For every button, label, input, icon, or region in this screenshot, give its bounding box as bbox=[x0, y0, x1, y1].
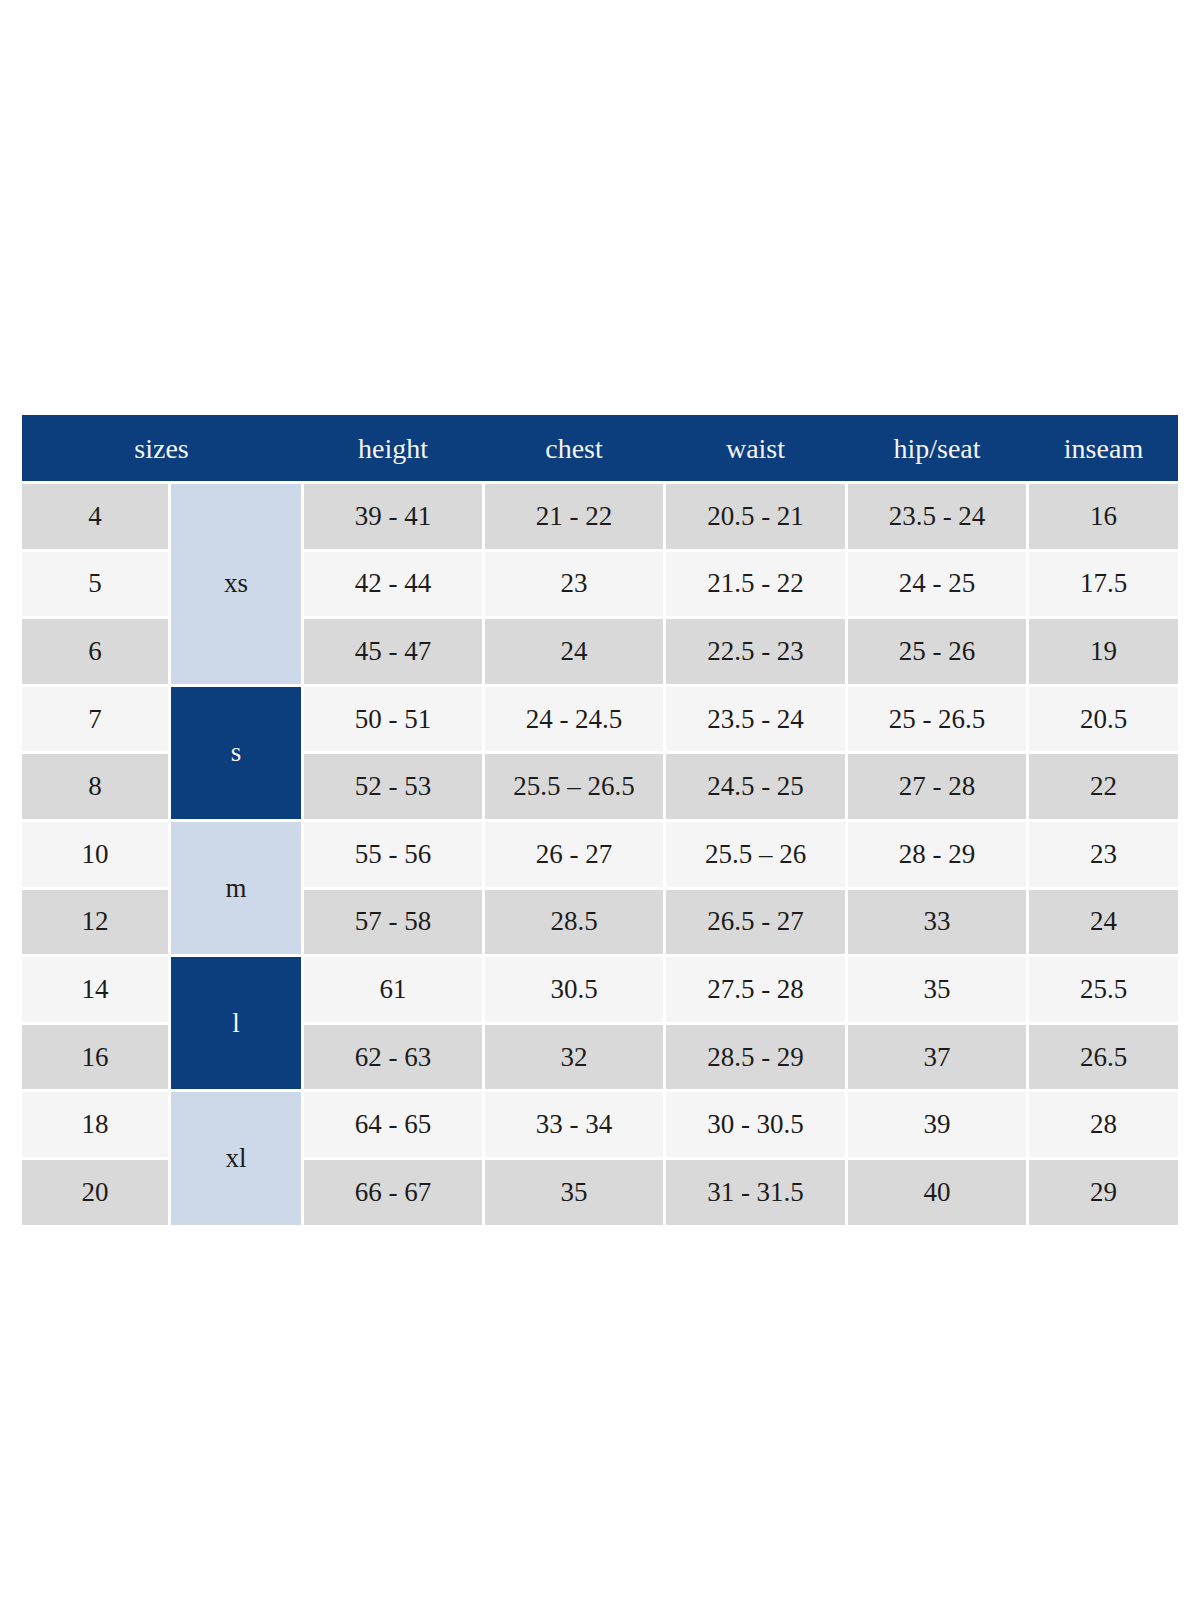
chest-cell: 25.5 – 26.5 bbox=[485, 754, 663, 819]
table-header-row: sizes height chest waist hip/seat inseam bbox=[22, 415, 1178, 481]
waist-cell: 20.5 - 21 bbox=[666, 484, 845, 549]
header-chest: chest bbox=[485, 415, 663, 481]
hip-seat-cell: 25 - 26.5 bbox=[848, 687, 1026, 752]
height-cell: 55 - 56 bbox=[304, 822, 482, 887]
size-cell: 4 bbox=[22, 484, 168, 549]
inseam-cell: 19 bbox=[1029, 619, 1178, 684]
waist-cell: 23.5 - 24 bbox=[666, 687, 845, 752]
chest-cell: 24 bbox=[485, 619, 663, 684]
chest-cell: 28.5 bbox=[485, 890, 663, 955]
hip-seat-cell: 23.5 - 24 bbox=[848, 484, 1026, 549]
inseam-cell: 20.5 bbox=[1029, 687, 1178, 752]
page: { "header": { "sizes": "sizes", "height"… bbox=[0, 0, 1200, 1600]
header-hip-seat: hip/seat bbox=[848, 415, 1026, 481]
inseam-cell: 24 bbox=[1029, 890, 1178, 955]
hip-seat-cell: 40 bbox=[848, 1160, 1026, 1225]
height-cell: 57 - 58 bbox=[304, 890, 482, 955]
chest-cell: 24 - 24.5 bbox=[485, 687, 663, 752]
hip-seat-cell: 39 bbox=[848, 1092, 1026, 1157]
header-sizes: sizes bbox=[22, 415, 301, 481]
hip-seat-cell: 35 bbox=[848, 957, 1026, 1022]
inseam-cell: 23 bbox=[1029, 822, 1178, 887]
chest-cell: 33 - 34 bbox=[485, 1092, 663, 1157]
inseam-cell: 28 bbox=[1029, 1092, 1178, 1157]
size-group-cell-s: s bbox=[171, 687, 301, 819]
size-cell: 12 bbox=[22, 890, 168, 955]
size-cell: 8 bbox=[22, 754, 168, 819]
size-group-cell-xs: xs bbox=[171, 484, 301, 684]
header-inseam: inseam bbox=[1029, 415, 1178, 481]
size-cell: 14 bbox=[22, 957, 168, 1022]
size-cell: 10 bbox=[22, 822, 168, 887]
chest-cell: 23 bbox=[485, 552, 663, 617]
hip-seat-cell: 28 - 29 bbox=[848, 822, 1026, 887]
waist-cell: 27.5 - 28 bbox=[666, 957, 845, 1022]
inseam-cell: 22 bbox=[1029, 754, 1178, 819]
waist-cell: 22.5 - 23 bbox=[666, 619, 845, 684]
inseam-cell: 16 bbox=[1029, 484, 1178, 549]
hip-seat-cell: 37 bbox=[848, 1025, 1026, 1090]
chest-cell: 30.5 bbox=[485, 957, 663, 1022]
hip-seat-cell: 24 - 25 bbox=[848, 552, 1026, 617]
chest-cell: 26 - 27 bbox=[485, 822, 663, 887]
size-chart-table: sizes height chest waist hip/seat inseam… bbox=[22, 415, 1178, 1225]
waist-cell: 28.5 - 29 bbox=[666, 1025, 845, 1090]
height-cell: 45 - 47 bbox=[304, 619, 482, 684]
size-cell: 5 bbox=[22, 552, 168, 617]
size-cell: 16 bbox=[22, 1025, 168, 1090]
hip-seat-cell: 27 - 28 bbox=[848, 754, 1026, 819]
header-waist: waist bbox=[666, 415, 845, 481]
size-group-cell-xl: xl bbox=[171, 1092, 301, 1224]
inseam-cell: 25.5 bbox=[1029, 957, 1178, 1022]
chest-cell: 32 bbox=[485, 1025, 663, 1090]
height-cell: 64 - 65 bbox=[304, 1092, 482, 1157]
waist-cell: 31 - 31.5 bbox=[666, 1160, 845, 1225]
inseam-cell: 29 bbox=[1029, 1160, 1178, 1225]
chest-cell: 35 bbox=[485, 1160, 663, 1225]
size-group-cell-m: m bbox=[171, 822, 301, 954]
size-cell: 20 bbox=[22, 1160, 168, 1225]
waist-cell: 24.5 - 25 bbox=[666, 754, 845, 819]
height-cell: 66 - 67 bbox=[304, 1160, 482, 1225]
height-cell: 52 - 53 bbox=[304, 754, 482, 819]
height-cell: 62 - 63 bbox=[304, 1025, 482, 1090]
hip-seat-cell: 25 - 26 bbox=[848, 619, 1026, 684]
waist-cell: 30 - 30.5 bbox=[666, 1092, 845, 1157]
waist-cell: 26.5 - 27 bbox=[666, 890, 845, 955]
height-cell: 39 - 41 bbox=[304, 484, 482, 549]
inseam-cell: 17.5 bbox=[1029, 552, 1178, 617]
waist-cell: 21.5 - 22 bbox=[666, 552, 845, 617]
inseam-cell: 26.5 bbox=[1029, 1025, 1178, 1090]
hip-seat-cell: 33 bbox=[848, 890, 1026, 955]
height-cell: 50 - 51 bbox=[304, 687, 482, 752]
height-cell: 61 bbox=[304, 957, 482, 1022]
chest-cell: 21 - 22 bbox=[485, 484, 663, 549]
header-height: height bbox=[304, 415, 482, 481]
waist-cell: 25.5 – 26 bbox=[666, 822, 845, 887]
height-cell: 42 - 44 bbox=[304, 552, 482, 617]
size-cell: 7 bbox=[22, 687, 168, 752]
size-cell: 6 bbox=[22, 619, 168, 684]
size-cell: 18 bbox=[22, 1092, 168, 1157]
size-group-cell-l: l bbox=[171, 957, 301, 1089]
